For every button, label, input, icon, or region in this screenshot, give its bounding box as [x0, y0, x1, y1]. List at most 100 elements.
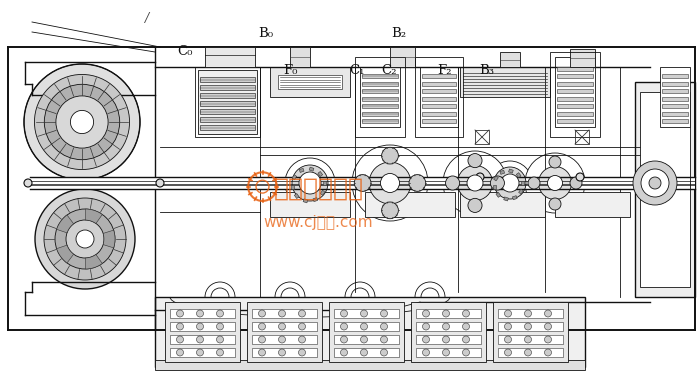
Bar [165, 302, 240, 362]
Circle shape [369, 162, 411, 204]
Bar [500, 52, 520, 67]
Text: C₁: C₁ [349, 64, 365, 77]
Bar [170, 348, 235, 357]
Circle shape [360, 336, 368, 343]
Text: B₀: B₀ [258, 27, 274, 40]
Bar [360, 67, 400, 127]
Bar [555, 192, 630, 217]
Bar [416, 335, 481, 344]
Circle shape [382, 202, 398, 219]
Bar [557, 74, 593, 78]
Circle shape [340, 310, 347, 317]
Circle shape [545, 310, 552, 317]
Circle shape [156, 179, 164, 187]
Bar [362, 81, 398, 86]
Circle shape [468, 198, 482, 213]
Bar [291, 185, 294, 189]
Bar [640, 92, 690, 287]
Bar [155, 297, 585, 367]
Text: C₀: C₀ [178, 46, 193, 58]
Bar [170, 309, 235, 318]
Bar [323, 181, 326, 185]
Bar [415, 57, 463, 137]
Bar [416, 309, 481, 318]
Bar [521, 181, 524, 185]
Bar [660, 67, 690, 127]
Circle shape [525, 153, 585, 213]
Bar [334, 309, 399, 318]
Bar [494, 176, 498, 181]
Bar [30, 177, 695, 189]
Circle shape [505, 349, 512, 356]
Circle shape [292, 165, 328, 201]
Circle shape [197, 349, 204, 356]
Bar [557, 81, 593, 86]
Bar [422, 97, 456, 101]
Bar [313, 198, 318, 202]
Bar [294, 193, 299, 199]
Circle shape [501, 174, 519, 192]
Bar [200, 85, 255, 90]
Circle shape [34, 74, 130, 170]
Text: F₂: F₂ [438, 64, 452, 77]
Bar [420, 67, 458, 127]
Text: B₃: B₃ [479, 64, 494, 77]
Circle shape [423, 323, 430, 330]
Bar [662, 74, 688, 78]
Circle shape [381, 173, 400, 193]
Circle shape [258, 349, 265, 356]
Circle shape [298, 310, 305, 317]
Bar [252, 348, 317, 357]
Bar [362, 104, 398, 108]
Text: C₂: C₂ [381, 64, 396, 77]
Circle shape [476, 173, 484, 181]
Circle shape [649, 177, 661, 189]
Bar [422, 104, 456, 108]
Circle shape [279, 323, 286, 330]
Bar [155, 360, 585, 370]
Bar [252, 335, 317, 344]
Circle shape [298, 336, 305, 343]
Circle shape [71, 110, 94, 133]
Bar [334, 335, 399, 344]
Bar [498, 322, 563, 331]
Bar [422, 81, 456, 86]
Circle shape [549, 198, 561, 210]
Circle shape [467, 175, 483, 191]
Bar [557, 97, 593, 101]
Bar [493, 302, 568, 362]
Bar [318, 172, 323, 176]
Circle shape [545, 336, 552, 343]
Bar [422, 112, 456, 115]
Circle shape [299, 172, 321, 194]
Bar [252, 309, 317, 318]
Polygon shape [85, 254, 102, 269]
Circle shape [176, 336, 183, 343]
Circle shape [505, 336, 512, 343]
Circle shape [524, 349, 531, 356]
Circle shape [528, 177, 540, 189]
Circle shape [35, 189, 135, 289]
Bar [509, 169, 513, 173]
Circle shape [44, 84, 120, 160]
Text: F₀: F₀ [284, 64, 298, 77]
Bar [662, 97, 688, 101]
Circle shape [216, 310, 223, 317]
Circle shape [279, 349, 286, 356]
Bar [320, 190, 325, 195]
Circle shape [56, 96, 108, 148]
Circle shape [354, 175, 371, 192]
Bar [496, 192, 500, 197]
Polygon shape [57, 245, 74, 263]
Circle shape [538, 167, 571, 199]
Bar [200, 93, 255, 98]
Circle shape [382, 147, 398, 164]
Bar [270, 67, 350, 97]
Circle shape [641, 169, 669, 197]
Circle shape [494, 167, 526, 199]
Circle shape [216, 336, 223, 343]
Circle shape [285, 158, 335, 208]
Bar [411, 302, 486, 362]
Circle shape [360, 349, 368, 356]
Bar [557, 66, 593, 70]
